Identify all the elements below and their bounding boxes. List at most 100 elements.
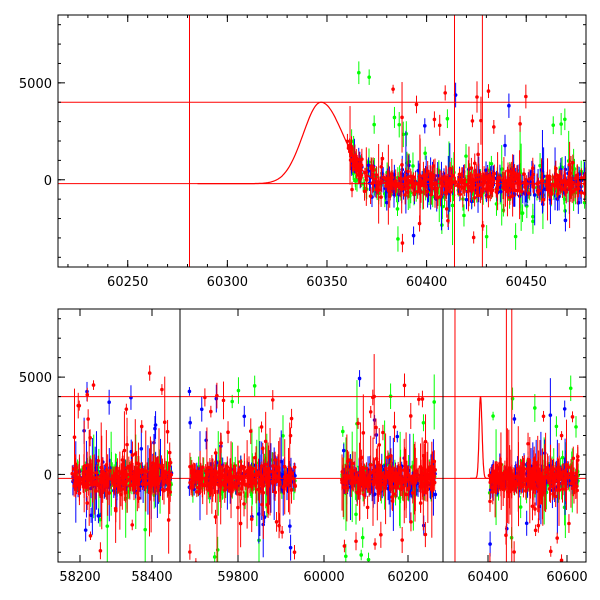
data-point <box>568 386 573 391</box>
data-point <box>398 487 403 492</box>
data-point <box>386 473 390 478</box>
data-point <box>350 187 354 192</box>
data-point <box>349 144 354 149</box>
data-point <box>518 505 523 509</box>
data-point <box>147 371 152 375</box>
data-point <box>421 490 426 495</box>
data-point <box>380 156 385 161</box>
data-point <box>289 488 294 492</box>
data-point <box>433 492 438 497</box>
data-point <box>470 119 475 123</box>
data-point <box>403 193 407 197</box>
data-point <box>165 429 170 434</box>
data-point <box>479 182 484 187</box>
data-point <box>357 157 361 162</box>
data-point <box>143 469 148 473</box>
data-point <box>92 482 97 487</box>
data-point <box>206 481 210 486</box>
data-point <box>252 384 257 388</box>
data-point <box>418 501 423 505</box>
data-point <box>469 185 474 190</box>
data-point <box>405 469 409 474</box>
data-point <box>422 466 427 470</box>
data-point <box>360 535 365 540</box>
data-point <box>500 167 504 171</box>
data-point <box>404 492 409 497</box>
data-point <box>540 179 545 183</box>
data-point <box>563 117 567 122</box>
data-point <box>381 479 386 483</box>
data-point <box>128 471 133 476</box>
data-point <box>486 194 491 199</box>
data-point <box>340 478 344 482</box>
data-point <box>273 473 278 478</box>
data-point <box>357 169 362 174</box>
data-point <box>73 482 78 486</box>
data-point <box>410 491 415 495</box>
data-point <box>433 188 438 192</box>
data-point <box>459 180 464 184</box>
data-point <box>374 173 379 177</box>
data-point <box>425 189 430 194</box>
data-point <box>418 465 423 469</box>
data-point <box>527 177 531 181</box>
data-point <box>379 195 383 199</box>
data-point <box>107 469 112 473</box>
data-point <box>354 539 358 544</box>
data-point <box>346 458 351 462</box>
data-point <box>130 453 135 457</box>
data-point <box>558 175 563 179</box>
data-point <box>474 185 479 190</box>
data-point <box>229 477 233 482</box>
data-point <box>242 502 246 506</box>
data-point <box>236 388 241 393</box>
data-point <box>115 469 120 473</box>
data-point <box>206 465 210 470</box>
data-point <box>503 179 507 184</box>
data-point <box>341 448 346 453</box>
data-point <box>74 465 78 470</box>
data-point <box>377 443 382 447</box>
model-curve <box>197 101 427 185</box>
segment-data <box>70 365 174 562</box>
data-point <box>436 195 440 200</box>
data-point <box>432 400 437 404</box>
data-point <box>120 458 125 462</box>
data-point <box>340 469 345 474</box>
data-point <box>461 186 466 190</box>
data-point <box>391 87 395 91</box>
data-point <box>139 468 144 472</box>
data-point <box>198 479 203 483</box>
data-point <box>239 474 244 479</box>
data-point <box>484 175 489 179</box>
data-point <box>212 555 217 559</box>
data-point <box>431 164 436 168</box>
data-point <box>242 414 247 419</box>
data-point <box>554 166 558 171</box>
data-point <box>406 190 410 195</box>
top-plot-frame <box>57 14 587 268</box>
data-point <box>188 420 192 425</box>
data-point <box>464 197 469 202</box>
data-point <box>532 193 537 197</box>
data-point <box>472 178 477 183</box>
data-point <box>217 471 221 476</box>
x-tick-label: 60400 <box>406 275 447 290</box>
data-point <box>369 166 374 171</box>
data-point <box>400 163 404 167</box>
data-point <box>423 151 427 156</box>
data-point <box>443 184 448 188</box>
data-point <box>582 200 586 205</box>
data-point <box>400 115 404 120</box>
segment-data <box>487 375 580 562</box>
data-point <box>200 483 205 488</box>
data-point <box>527 191 531 196</box>
data-point <box>88 533 93 538</box>
data-point <box>445 116 450 121</box>
data-point <box>84 481 89 486</box>
data-point <box>146 481 151 485</box>
data-point <box>153 423 158 427</box>
data-point <box>369 470 373 475</box>
data-point <box>359 553 364 557</box>
data-point <box>570 184 574 189</box>
